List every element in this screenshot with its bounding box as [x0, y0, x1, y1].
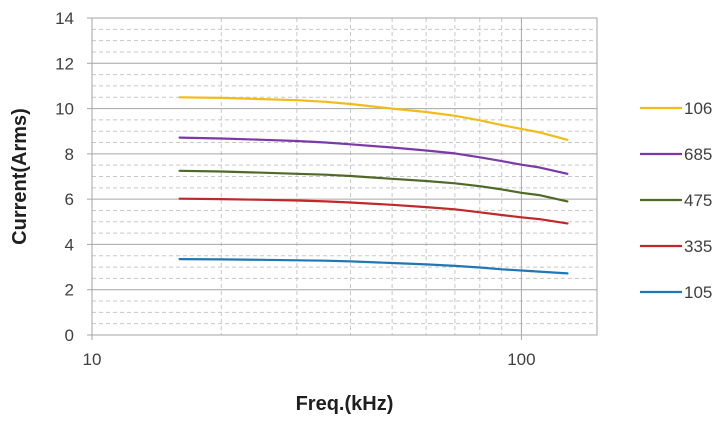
y-tick-label: 8: [65, 145, 74, 164]
legend: 106 685 475 335 105: [640, 99, 712, 302]
y-tick-label: 4: [65, 235, 74, 254]
y-tick-label: 12: [55, 54, 74, 73]
y-tick-label: 2: [65, 281, 74, 300]
legend-label-335: 335: [684, 237, 712, 256]
legend-label-685: 685: [684, 145, 712, 164]
x-tick-label: 100: [507, 350, 535, 369]
legend-label-475: 475: [684, 191, 712, 210]
grid-layer: [91, 17, 598, 336]
series-layer: [178, 96, 569, 275]
y-tick-label: 6: [65, 190, 74, 209]
x-tick-label: 10: [83, 350, 102, 369]
series-line-105: [178, 258, 569, 275]
series-line-475: [178, 169, 569, 203]
y-tick-label: 0: [65, 326, 74, 345]
series-line-335: [178, 197, 569, 225]
x-axis-title: Freq.(kHz): [296, 393, 394, 415]
axis-layer: 0 2 4 6 8 10 12 14 10 100: [55, 9, 535, 369]
y-axis-title: Current(Arms): [9, 108, 31, 245]
y-tick-label: 10: [55, 100, 74, 119]
legend-label-105: 105: [684, 283, 712, 302]
y-tick-label: 14: [55, 9, 74, 28]
series-line-106: [178, 96, 569, 141]
series-line-685: [178, 136, 569, 175]
legend-label-106: 106: [684, 99, 712, 118]
